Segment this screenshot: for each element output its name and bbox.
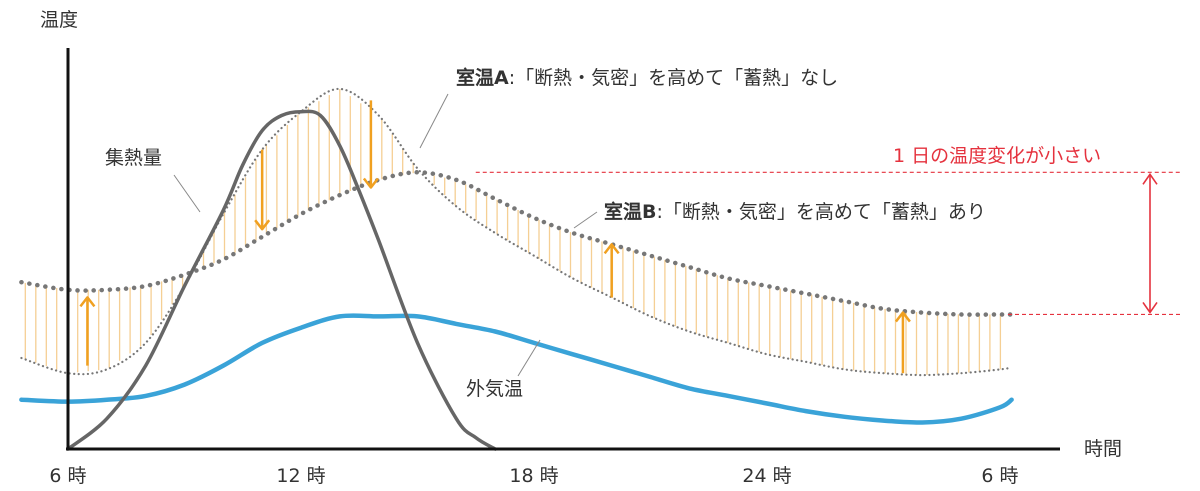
x-tick-label: 6 時 [981, 465, 1018, 487]
x-tick-label: 24 時 [742, 465, 791, 487]
series-line-heat [66, 109, 497, 451]
room-a-label-leader [419, 93, 449, 149]
change-arrow-up [79, 296, 96, 366]
room-b-label-leader [573, 211, 598, 229]
range-double-arrow [1142, 172, 1158, 314]
x-tick-label: 12 時 [276, 465, 325, 487]
x-axis-label: 時間 [1084, 438, 1122, 460]
y-axis-label: 温度 [40, 9, 78, 31]
change-arrow-up [603, 243, 620, 298]
series-line-outdoor [19, 313, 1014, 425]
daily-variation-label: 1 日の温度変化が小さい [893, 145, 1101, 167]
outdoor-label-leader [517, 339, 541, 377]
series-line-roomA [20, 87, 1013, 377]
outdoor-series-label: 外気温 [466, 378, 523, 400]
x-tick-label: 6 時 [49, 465, 86, 487]
room-b-label: 室温B:「断熱・気密」を高めて「蓄熱」あり [604, 200, 986, 223]
range-annotation [475, 171, 1182, 316]
x-tick-labels: 6 時 12 時 18 時 24 時 6 時 [49, 465, 1018, 487]
room-b-label-suffix: :「断熱・気密」を高めて「蓄熱」あり [656, 201, 985, 223]
room-a-label-suffix: :「断熱・気密」を高めて「蓄熱」なし [509, 67, 838, 89]
change-arrow-down [254, 149, 271, 231]
change-arrow-up [894, 311, 911, 374]
series-line-roomB [19, 170, 1014, 317]
heat-series-label: 集熱量 [105, 147, 162, 169]
change-arrows [79, 100, 911, 374]
change-arrow-down [362, 100, 379, 189]
room-a-label: 室温A:「断熱・気密」を高めて「蓄熱」なし [456, 66, 838, 89]
x-tick-label: 18 時 [509, 465, 558, 487]
room-b-label-prefix: 室温B [604, 200, 656, 223]
heat-label-leader [173, 174, 201, 213]
room-a-label-prefix: 室温A [456, 66, 509, 89]
series-lines [19, 87, 1014, 451]
hatch-fill [24, 89, 1002, 375]
